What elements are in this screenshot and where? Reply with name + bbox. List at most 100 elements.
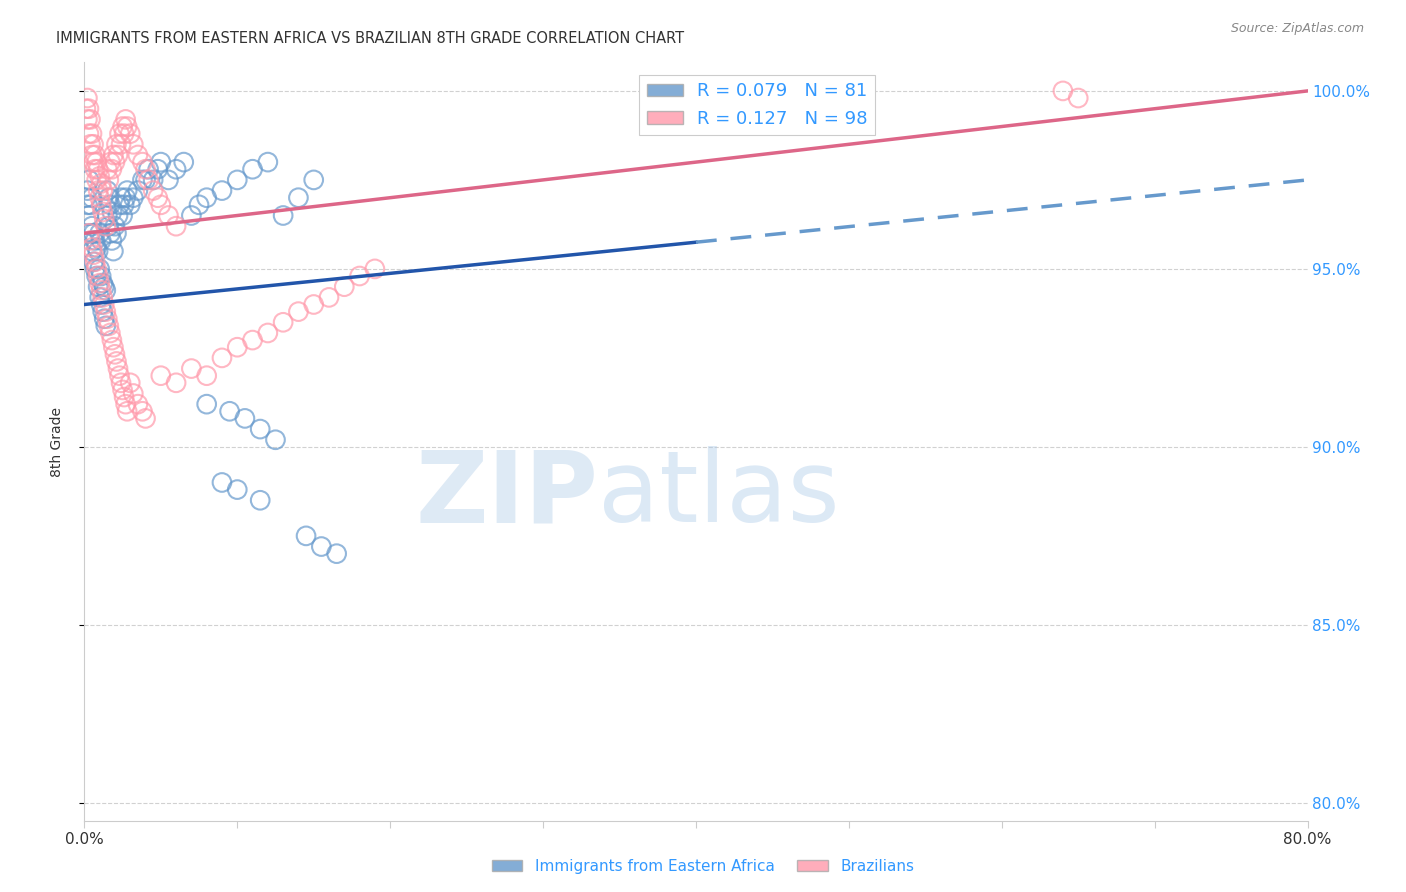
Point <box>115 120 138 134</box>
Point <box>295 529 318 543</box>
Text: ZIP: ZIP <box>415 446 598 543</box>
Point <box>96 162 118 177</box>
Point <box>318 290 340 304</box>
Point <box>98 227 121 241</box>
Legend: Immigrants from Eastern Africa, Brazilians: Immigrants from Eastern Africa, Brazilia… <box>485 853 921 880</box>
Point <box>84 254 107 268</box>
Point <box>271 209 294 223</box>
Point <box>90 234 112 248</box>
Point <box>77 102 100 116</box>
Y-axis label: 8th Grade: 8th Grade <box>49 407 63 476</box>
Point <box>287 304 309 318</box>
Point <box>111 209 134 223</box>
Point <box>101 234 124 248</box>
Point <box>84 261 107 276</box>
Point <box>112 127 135 141</box>
Point <box>90 283 112 297</box>
Point <box>127 148 149 162</box>
Point <box>103 148 125 162</box>
Point <box>86 261 108 276</box>
Point <box>89 227 111 241</box>
Point <box>127 397 149 411</box>
Point <box>120 376 142 390</box>
Point <box>120 127 142 141</box>
Point <box>122 137 145 152</box>
Point <box>83 247 105 261</box>
Point <box>302 173 325 187</box>
Point <box>80 241 103 255</box>
Point <box>131 173 153 187</box>
Point <box>110 376 132 390</box>
Point <box>180 209 202 223</box>
Point <box>84 162 107 177</box>
Point <box>104 155 127 169</box>
Point <box>218 404 240 418</box>
Text: atlas: atlas <box>598 446 839 543</box>
Point <box>127 184 149 198</box>
Point <box>76 198 98 212</box>
Legend: R = 0.079   N = 81, R = 0.127   N = 98: R = 0.079 N = 81, R = 0.127 N = 98 <box>640 75 875 135</box>
Point <box>122 386 145 401</box>
Point <box>257 326 280 340</box>
Point <box>146 162 169 177</box>
Point <box>242 333 264 347</box>
Point <box>87 162 110 177</box>
Point <box>89 290 111 304</box>
Point <box>364 261 387 276</box>
Point <box>311 540 333 554</box>
Point <box>108 127 131 141</box>
Point <box>110 137 132 152</box>
Point <box>122 191 145 205</box>
Point <box>87 279 110 293</box>
Point <box>98 155 121 169</box>
Point <box>77 127 100 141</box>
Point <box>76 184 98 198</box>
Point <box>94 219 117 234</box>
Point <box>91 184 114 198</box>
Point <box>98 198 121 212</box>
Point <box>101 333 124 347</box>
Point <box>146 191 169 205</box>
Point <box>115 184 138 198</box>
Point <box>79 198 101 212</box>
Point <box>264 433 287 447</box>
Point <box>195 397 218 411</box>
Point <box>257 155 280 169</box>
Point <box>249 422 271 436</box>
Point <box>104 347 127 361</box>
Point <box>114 397 136 411</box>
Point <box>233 411 256 425</box>
Point <box>1052 84 1074 98</box>
Point <box>93 311 115 326</box>
Point <box>211 184 233 198</box>
Point <box>112 198 135 212</box>
Point <box>105 354 128 368</box>
Point <box>115 404 138 418</box>
Point <box>90 177 112 191</box>
Point <box>131 155 153 169</box>
Point <box>325 547 347 561</box>
Point <box>77 209 100 223</box>
Point <box>90 268 112 283</box>
Point <box>76 112 98 127</box>
Point <box>86 268 108 283</box>
Point <box>96 311 118 326</box>
Point <box>89 169 111 184</box>
Point <box>93 279 115 293</box>
Point <box>103 244 125 259</box>
Point <box>75 191 97 205</box>
Point <box>104 219 127 234</box>
Point <box>114 191 136 205</box>
Point <box>84 234 107 248</box>
Point <box>142 184 165 198</box>
Point <box>75 102 97 116</box>
Point <box>90 297 112 311</box>
Point <box>89 276 111 290</box>
Point <box>80 219 103 234</box>
Point <box>98 326 121 340</box>
Point <box>79 234 101 248</box>
Point <box>157 173 180 187</box>
Point <box>77 227 100 241</box>
Point <box>101 162 124 177</box>
Point <box>84 148 107 162</box>
